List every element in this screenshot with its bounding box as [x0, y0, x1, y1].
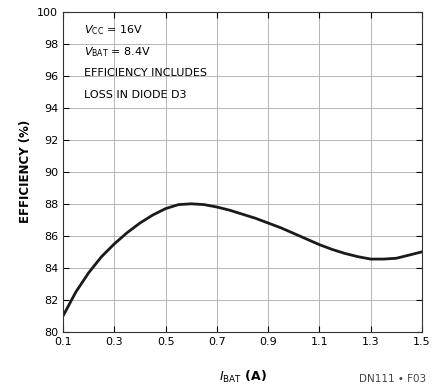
- Text: DN111 • F03: DN111 • F03: [358, 374, 425, 384]
- Text: EFFICIENCY INCLUDES: EFFICIENCY INCLUDES: [83, 68, 206, 78]
- Text: $V_{\rm CC}$ = 16V: $V_{\rm CC}$ = 16V: [83, 23, 142, 37]
- Y-axis label: EFFICIENCY (%): EFFICIENCY (%): [19, 120, 32, 223]
- Text: $V_{\rm BAT}$ = 8.4V: $V_{\rm BAT}$ = 8.4V: [83, 45, 150, 59]
- Text: $I_{\rm BAT}$ (A): $I_{\rm BAT}$ (A): [218, 369, 266, 385]
- Text: LOSS IN DIODE D3: LOSS IN DIODE D3: [83, 90, 186, 100]
